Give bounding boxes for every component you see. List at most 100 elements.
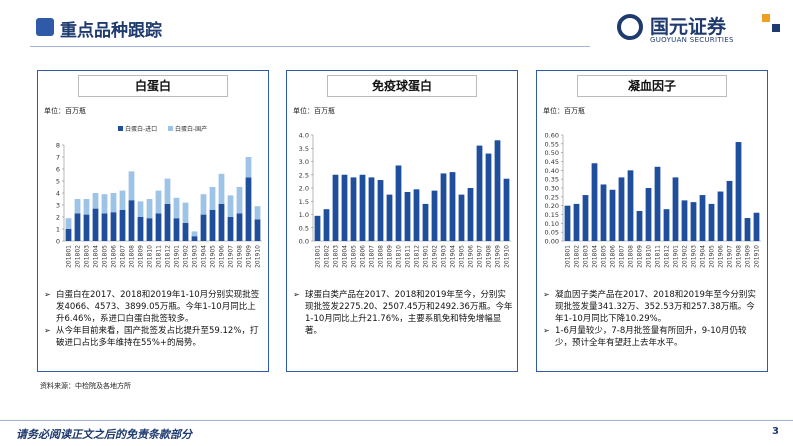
bar [744, 218, 751, 241]
x-tick-label: 201807 [120, 245, 127, 268]
bar [494, 140, 501, 241]
bar [458, 194, 465, 241]
x-tick-label: 201812 [664, 245, 671, 268]
x-tick-label: 201902 [682, 245, 689, 268]
x-tick-label: 201809 [387, 245, 394, 268]
bar-segment [218, 203, 225, 241]
y-tick-label: 3.5 [299, 145, 309, 153]
bar-segment [110, 193, 117, 213]
bar [476, 145, 483, 241]
x-tick-label: 201809 [637, 245, 644, 268]
bar [726, 180, 733, 241]
x-tick-label: 201909 [246, 245, 253, 268]
bar [591, 163, 598, 241]
x-tick-label: 201908 [736, 245, 743, 268]
bar [440, 173, 447, 241]
y-tick-label: 0.60 [545, 132, 559, 140]
y-tick-label: 2.0 [299, 185, 309, 193]
x-tick-label: 201806 [360, 245, 367, 268]
y-tick-label: 0.5 [299, 224, 309, 232]
y-tick-label: 0.35 [545, 176, 559, 184]
bar-segment [155, 190, 162, 214]
note-item: 1-6月量较少，7-8月批签量有所回升，9-10月仍较少，预计全年有望赶上去年水… [543, 325, 763, 349]
y-tick-label: 0.55 [545, 140, 559, 148]
bar [449, 172, 456, 241]
bar [600, 184, 607, 241]
y-tick-label: 2.5 [299, 171, 309, 179]
bar [672, 177, 679, 241]
x-tick-label: 201901 [673, 245, 680, 268]
bar [735, 142, 742, 241]
x-tick-label: 201801 [565, 245, 572, 268]
x-tick-label: 201908 [237, 245, 244, 268]
x-tick-label: 201809 [138, 245, 145, 268]
bar-segment [119, 190, 126, 210]
bar [395, 165, 402, 241]
x-tick-label: 201907 [477, 245, 484, 268]
bar [503, 178, 510, 241]
bar-segment [65, 229, 72, 241]
bar-segment [128, 200, 135, 241]
bar-segment [227, 217, 234, 241]
legend-swatch [118, 126, 123, 131]
y-tick-label: 0.40 [545, 167, 559, 175]
y-tick-label: 2 [56, 214, 60, 222]
x-tick-label: 201907 [727, 245, 734, 268]
bar [467, 188, 474, 241]
bar [332, 174, 339, 241]
y-tick-label: 0.20 [545, 202, 559, 210]
x-tick-label: 201909 [745, 245, 752, 268]
x-tick-label: 201803 [583, 245, 590, 268]
unit-label: 单位：百万瓶 [44, 106, 86, 115]
legend-swatch [168, 126, 173, 131]
y-tick-label: 5 [56, 178, 60, 186]
bar [627, 170, 634, 241]
bar-segment [200, 194, 207, 215]
y-tick-label: 7 [56, 154, 60, 162]
bar-segment [65, 218, 72, 229]
bar-segment [83, 199, 90, 215]
x-tick-label: 201807 [369, 245, 376, 268]
bar [323, 209, 330, 241]
bar-segment [119, 209, 126, 241]
x-tick-label: 201806 [111, 245, 118, 268]
bar [708, 203, 715, 241]
bar [663, 209, 670, 241]
x-tick-label: 201812 [414, 245, 421, 268]
bar-segment [101, 194, 108, 214]
bar [690, 202, 697, 241]
x-tick-label: 201810 [646, 245, 653, 268]
note-item: 球蛋白类产品在2017、2018和2019年至今，分别实现批签发2275.20、… [293, 289, 513, 337]
x-tick-label: 201905 [709, 245, 716, 268]
bar [359, 174, 366, 241]
y-tick-label: 0.10 [545, 220, 559, 228]
x-tick-label: 201810 [396, 245, 403, 268]
bar-segment [227, 195, 234, 217]
bar-segment [191, 231, 198, 237]
x-tick-label: 201906 [718, 245, 725, 268]
y-tick-label: 4 [56, 190, 60, 198]
x-tick-label: 201808 [378, 245, 385, 268]
bar [573, 203, 580, 241]
x-tick-label: 201910 [504, 245, 511, 268]
bar-segment [74, 213, 81, 241]
notes: 凝血因子类产品在2017、2018和2019年至今分别实现批签发量341.32万… [543, 289, 763, 349]
bar [485, 153, 492, 241]
y-tick-label: 3.0 [299, 158, 309, 166]
x-tick-label: 201811 [405, 245, 412, 268]
y-tick-label: 8 [56, 142, 60, 150]
x-tick-label: 201805 [102, 245, 109, 268]
x-tick-label: 201903 [192, 245, 199, 268]
x-tick-label: 201806 [610, 245, 617, 268]
y-tick-label: 0.45 [545, 158, 559, 166]
x-tick-label: 201803 [333, 245, 340, 268]
x-tick-label: 201807 [619, 245, 626, 268]
note-item: 凝血因子类产品在2017、2018和2019年至今分别实现批签发量341.32万… [543, 289, 763, 325]
header-rule [30, 46, 590, 47]
logo-name: 国元证券 [650, 16, 727, 38]
bar-segment [236, 187, 243, 214]
y-tick-label: 0.50 [545, 149, 559, 157]
bar-segment [245, 177, 252, 241]
y-tick-label: 3 [56, 202, 60, 210]
